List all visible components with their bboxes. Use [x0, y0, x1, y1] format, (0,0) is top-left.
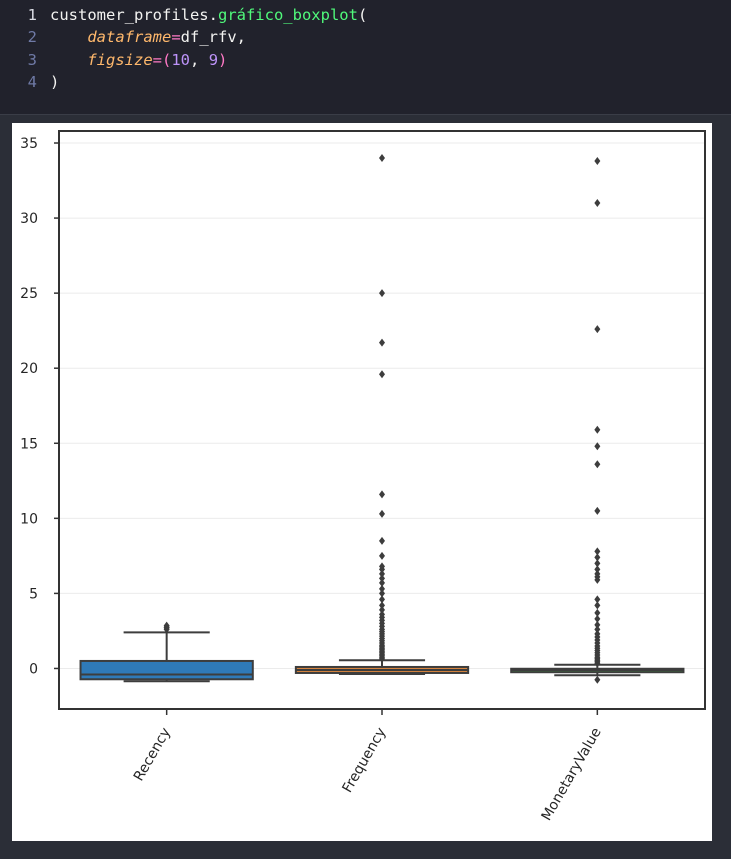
- outlier-point: [594, 675, 601, 684]
- outlier-point: [594, 620, 601, 629]
- outlier-point: [594, 425, 601, 434]
- y-tick-label: 0: [29, 661, 38, 677]
- outlier-point: [594, 553, 601, 562]
- outlier-point: [379, 595, 385, 604]
- code-token: ,: [236, 28, 247, 46]
- code-token: (: [357, 6, 368, 24]
- y-tick-label: 35: [20, 136, 38, 152]
- code-token: =: [152, 51, 162, 69]
- outlier-point: [379, 578, 385, 587]
- code-token: 10: [171, 51, 191, 69]
- outlier-point: [379, 154, 385, 163]
- outlier-point: [594, 625, 601, 634]
- outlier-point: [594, 601, 601, 610]
- y-tick-label: 15: [20, 436, 38, 452]
- code-line-2[interactable]: 2 dataframe=df_rfv,: [0, 26, 246, 48]
- outlier-point: [379, 536, 385, 545]
- line-number: 1: [27, 6, 37, 24]
- outlier-point: [594, 442, 601, 451]
- outlier-point: [594, 460, 601, 469]
- outlier-point: [594, 547, 601, 556]
- outlier-point: [379, 605, 385, 614]
- code-token: df_rfv: [180, 28, 237, 46]
- y-tick-label: 20: [20, 361, 38, 377]
- code-token: (: [162, 51, 172, 69]
- outlier-point: [379, 289, 385, 298]
- code-line-1[interactable]: 1 customer_profiles.gráfico_boxplot(: [0, 4, 368, 26]
- code-token: [50, 28, 87, 46]
- outlier-point: [379, 589, 385, 598]
- outlier-point: [379, 562, 385, 571]
- outlier-point: [594, 325, 601, 334]
- y-tick-label: 5: [29, 586, 38, 602]
- x-tick-label: MonetaryValue: [539, 725, 605, 824]
- outlier-point: [594, 629, 601, 638]
- outlier-point: [163, 621, 170, 630]
- y-tick-label: 30: [20, 211, 38, 227]
- outlier-point: [594, 199, 601, 208]
- outlier-point: [379, 370, 385, 379]
- outlier-point: [379, 509, 385, 518]
- outlier-point: [379, 584, 385, 593]
- outlier-point: [594, 569, 601, 578]
- outlier-point: [379, 569, 385, 578]
- box-recency: [79, 659, 254, 681]
- outlier-point: [379, 601, 385, 610]
- code-token: customer_profiles.: [50, 6, 218, 24]
- line-number: 3: [27, 51, 37, 69]
- outlier-point: [594, 614, 601, 623]
- code-token: =: [171, 28, 181, 46]
- line-number: 4: [27, 73, 37, 91]
- code-token: gráfico_boxplot: [217, 6, 358, 24]
- code-line-3[interactable]: 3 figsize=(10, 9): [0, 49, 228, 71]
- outlier-point: [379, 610, 385, 619]
- y-tick-label: 10: [20, 511, 38, 527]
- x-tick-label: Frequency: [339, 725, 389, 796]
- code-token: 9: [208, 51, 219, 69]
- code-token: [50, 51, 87, 69]
- outlier-point: [379, 490, 385, 499]
- code-token: ,: [190, 51, 209, 69]
- outlier-point: [379, 551, 385, 560]
- outlier-point: [594, 157, 601, 166]
- code-token: ): [218, 51, 228, 69]
- x-tick-label: Recency: [131, 725, 174, 784]
- outlier-point: [594, 506, 601, 515]
- code-line-4[interactable]: 4): [0, 71, 60, 93]
- code-cell[interactable]: 1 customer_profiles.gráfico_boxplot(2 dat…: [0, 0, 731, 115]
- line-number: 2: [27, 28, 37, 46]
- outlier-point: [594, 595, 601, 604]
- outlier-point: [594, 559, 601, 568]
- outlier-point: [379, 338, 385, 347]
- outlier-point: [379, 574, 385, 583]
- code-token: figsize: [87, 51, 153, 69]
- code-token: ): [50, 73, 60, 91]
- boxplot-figure: 0 5 10 15 20 25 30 35 Recency Frequency MonetaryVa…: [12, 123, 712, 841]
- code-token: dataframe: [87, 28, 172, 46]
- y-tick-label: 25: [20, 286, 38, 302]
- boxplot-chart: 0 5 10 15 20 25 30 35 Recency Frequency MonetaryVa…: [20, 130, 706, 824]
- outlier-point: [594, 608, 601, 617]
- outlier-point: [594, 565, 601, 574]
